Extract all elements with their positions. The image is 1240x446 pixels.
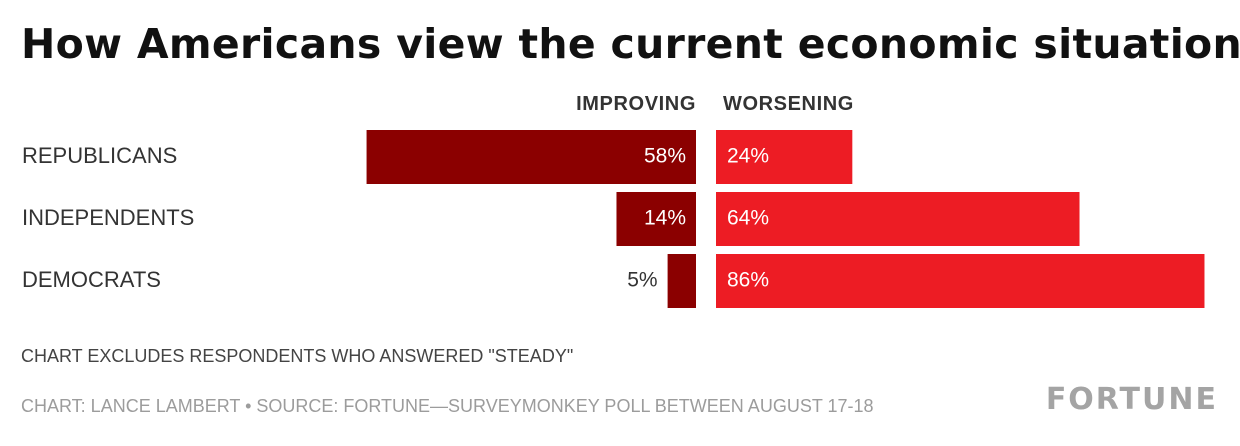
improving-value-label: 5% [627, 269, 657, 292]
improving-value-label: 14% [644, 207, 686, 230]
worsening-value-label: 86% [727, 269, 769, 292]
improving-value-label: 58% [644, 145, 686, 168]
worsening-bar [716, 130, 853, 184]
worsening-bar [716, 254, 1205, 308]
chart-row-independents: INDEPENDENTS 14% 64% [22, 192, 1080, 246]
improving-bar [616, 192, 696, 246]
category-label: REPUBLICANS [22, 143, 177, 168]
chart-row-republicans: REPUBLICANS 58% 24% [22, 130, 853, 184]
column-headers: IMPROVING WORSENING [576, 93, 854, 115]
improving-bar [667, 254, 696, 308]
improving-bar [366, 130, 696, 184]
worsening-value-label: 64% [727, 207, 769, 230]
category-label: INDEPENDENTS [22, 205, 194, 230]
category-label: DEMOCRATS [22, 267, 161, 292]
chart-note: CHART EXCLUDES RESPONDENTS WHO ANSWERED … [21, 346, 574, 366]
worsening-value-label: 24% [727, 145, 769, 168]
chart-credit: CHART: LANCE LAMBERT • SOURCE: FORTUNE—S… [21, 396, 874, 416]
chart-row-democrats: DEMOCRATS 5% 86% [22, 254, 1205, 308]
fortune-logo: FORTUNE [1045, 382, 1218, 417]
improving-header: IMPROVING [576, 93, 696, 115]
chart-area: IMPROVING WORSENING REPUBLICANS 58% 24% INDE… [22, 93, 1205, 308]
worsening-header: WORSENING [723, 93, 854, 115]
chart-title: How Americans view the current economic … [21, 20, 1240, 68]
worsening-bar [716, 192, 1080, 246]
chart-rows: REPUBLICANS 58% 24% INDEPENDENTS 14% 64% DEMOC… [22, 130, 1205, 308]
